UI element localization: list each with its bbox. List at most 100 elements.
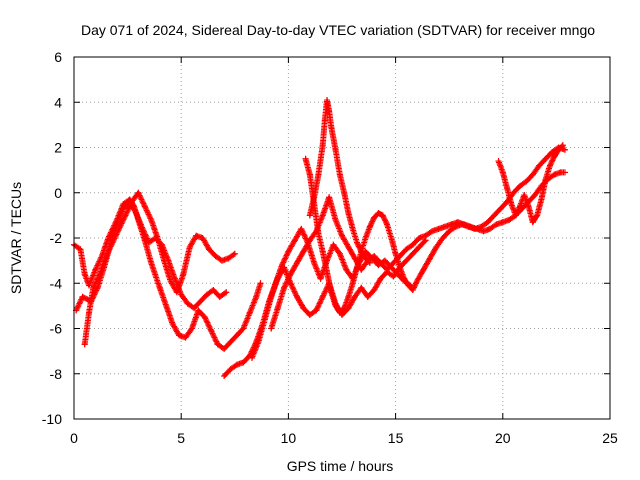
- data-point: [240, 325, 247, 332]
- data-point: [439, 235, 446, 241]
- data-point: [311, 259, 318, 266]
- data-point: [306, 212, 313, 219]
- data-point: [77, 246, 84, 253]
- data-point: [233, 332, 240, 339]
- data-point: [186, 244, 193, 251]
- data-point: [409, 287, 416, 294]
- data-point: [414, 277, 421, 284]
- data-point: [101, 264, 108, 271]
- data-point: [358, 248, 365, 255]
- x-tick-label: 25: [602, 430, 618, 446]
- data-point: [377, 259, 384, 266]
- data-point: [366, 259, 373, 266]
- data-point: [536, 162, 543, 169]
- data-point: [506, 216, 513, 223]
- data-point: [248, 354, 255, 361]
- data-point: [293, 259, 300, 266]
- data-point: [409, 241, 416, 248]
- data-point: [328, 289, 335, 296]
- data-point: [158, 241, 165, 248]
- data-point: [362, 255, 369, 262]
- data-point: [371, 214, 378, 221]
- y-tick-label: -8: [50, 366, 63, 382]
- data-point: [319, 212, 326, 219]
- y-tick-label: -10: [42, 411, 62, 427]
- data-point: [538, 196, 545, 203]
- data-point: [339, 232, 345, 239]
- data-point: [167, 277, 174, 284]
- data-point: [306, 311, 313, 318]
- data-point: [274, 275, 281, 282]
- data-point: [336, 171, 343, 178]
- data-point: [349, 225, 356, 232]
- data-point: [531, 192, 538, 199]
- x-tick-label: 0: [70, 430, 78, 446]
- data-point: [426, 255, 433, 262]
- data-point: [268, 293, 275, 300]
- data-point: [446, 228, 453, 235]
- data-point: [300, 248, 307, 255]
- data-point: [401, 275, 408, 282]
- data-point: [521, 192, 528, 199]
- data-point: [223, 289, 230, 296]
- data-point: [405, 282, 412, 289]
- data-point: [499, 169, 506, 176]
- data-point: [165, 257, 172, 264]
- data-point: [306, 237, 313, 244]
- data-point: [384, 221, 391, 228]
- data-point: [188, 325, 195, 332]
- data-point: [495, 158, 502, 165]
- data-point: [478, 223, 485, 230]
- data-point: [435, 225, 442, 232]
- data-point: [336, 250, 343, 257]
- data-point: [336, 309, 343, 316]
- data-point: [491, 212, 498, 219]
- data-point: [268, 325, 275, 332]
- data-point: [180, 271, 187, 278]
- series-trace-3: [73, 198, 230, 314]
- data-point: [388, 235, 395, 241]
- data-point: [341, 305, 348, 312]
- data-point: [358, 284, 365, 291]
- data-point: [216, 293, 223, 300]
- data-point: [293, 293, 300, 300]
- data-point: [287, 271, 294, 278]
- data-point: [94, 284, 101, 291]
- data-point: [542, 176, 549, 183]
- data-point: [323, 268, 330, 275]
- y-tick-label: 0: [54, 185, 62, 201]
- data-point: [122, 212, 129, 219]
- data-point: [484, 219, 491, 226]
- data-point: [319, 248, 326, 255]
- data-point: [433, 244, 440, 251]
- data-point: [486, 225, 493, 232]
- data-point: [465, 223, 472, 230]
- data-point: [358, 266, 365, 273]
- data-point: [208, 327, 215, 334]
- data-point: [343, 266, 350, 273]
- data-point: [321, 117, 328, 124]
- data-point: [184, 300, 191, 307]
- data-point: [214, 341, 221, 348]
- data-point: [354, 264, 361, 271]
- data-point: [349, 280, 356, 287]
- x-tick-label: 20: [495, 430, 511, 446]
- data-point: [392, 250, 399, 257]
- data-point: [459, 221, 466, 228]
- data-point: [512, 212, 519, 219]
- data-point: [341, 189, 348, 196]
- data-point: [86, 309, 93, 316]
- data-point: [141, 203, 148, 210]
- data-point: [79, 293, 86, 300]
- data-point: [126, 198, 133, 205]
- data-point: [375, 210, 382, 217]
- data-point: [81, 271, 88, 278]
- data-point: [471, 225, 478, 232]
- data-point: [351, 293, 358, 300]
- data-point: [561, 169, 568, 176]
- data-point: [261, 316, 268, 323]
- data-point: [381, 257, 388, 264]
- data-point: [113, 221, 120, 228]
- x-tick-label: 15: [388, 430, 404, 446]
- series-trace-9: [495, 142, 566, 226]
